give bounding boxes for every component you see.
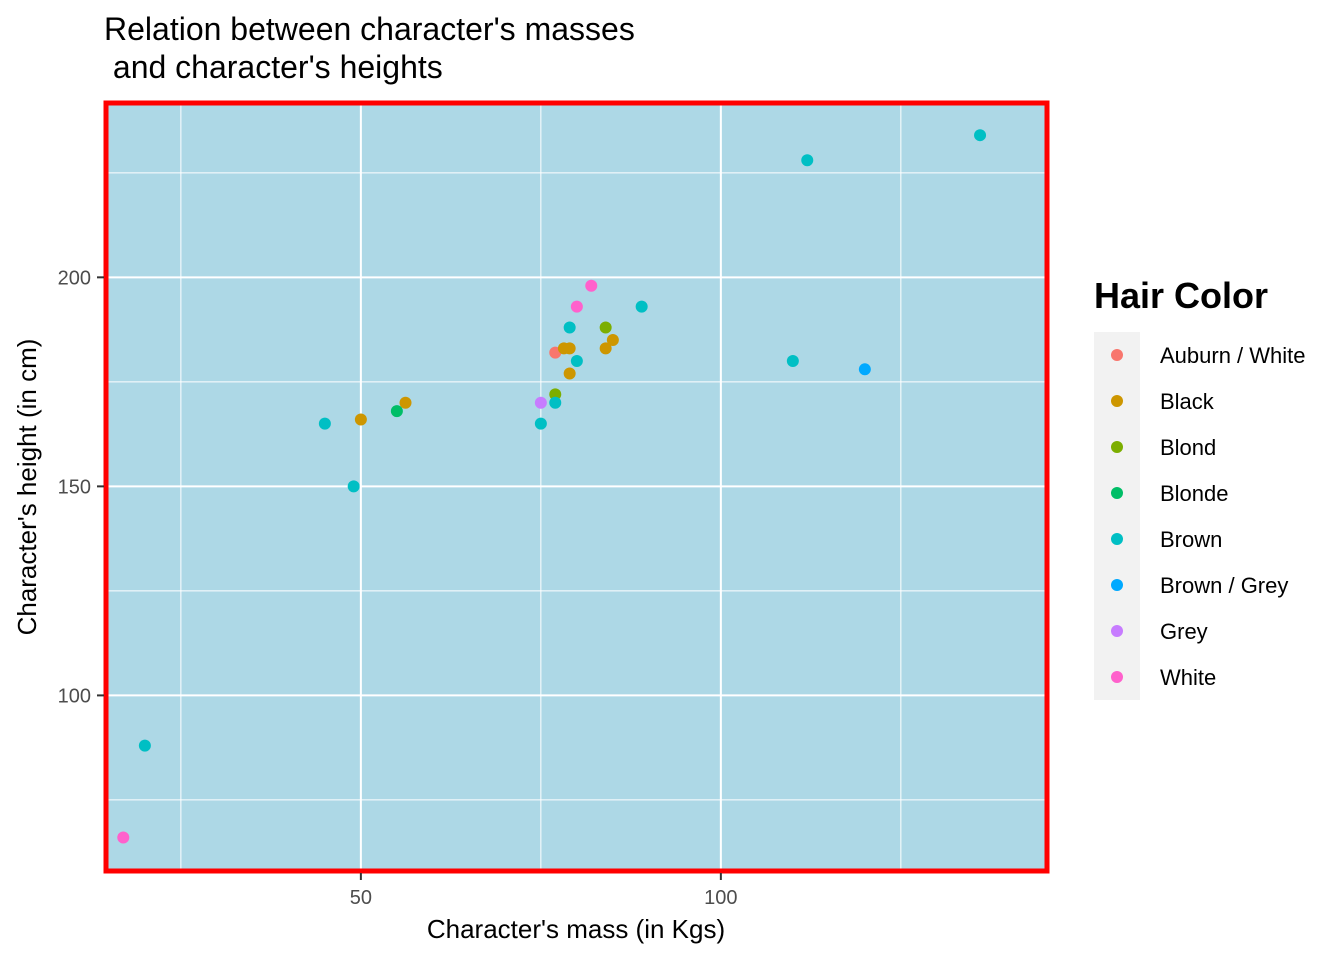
data-point	[534, 396, 547, 409]
data-point	[801, 154, 814, 167]
legend-key	[1111, 349, 1123, 361]
legend-key	[1111, 395, 1123, 407]
data-point	[563, 321, 576, 334]
data-point	[635, 300, 648, 313]
y-tick-label: 100	[58, 685, 91, 707]
data-point	[318, 417, 331, 430]
data-point	[606, 334, 619, 347]
data-point	[563, 367, 576, 380]
legend-label: Blonde	[1160, 481, 1229, 506]
data-point	[858, 363, 871, 376]
data-point	[563, 342, 576, 355]
legend-key	[1111, 625, 1123, 637]
legend-label: Blond	[1160, 435, 1216, 460]
y-tick-label: 150	[58, 476, 91, 498]
plot-panel-border	[103, 100, 1050, 874]
data-point	[354, 413, 367, 426]
data-point	[974, 129, 987, 142]
data-point	[399, 396, 412, 409]
data-point	[599, 321, 612, 334]
x-tick-label: 50	[350, 887, 372, 909]
legend-key	[1111, 579, 1123, 591]
y-tick-label: 200	[58, 267, 91, 289]
data-point	[786, 354, 799, 367]
legend-key	[1111, 487, 1123, 499]
data-point	[570, 300, 583, 313]
legend-label: Brown	[1160, 527, 1222, 552]
legend: Auburn / White Black Blond Blonde Brown Brown…	[1111, 343, 1306, 690]
legend-key	[1111, 533, 1123, 545]
data-point	[585, 279, 598, 292]
y-axis-ticks: 100 150 200	[58, 267, 104, 707]
chart-title-line-1: Relation between character's masses	[104, 11, 635, 47]
x-axis-title: Character's mass (in Kgs)	[427, 914, 725, 944]
data-point	[599, 342, 612, 355]
legend-key-background	[1094, 332, 1140, 700]
data-point	[347, 480, 360, 493]
data-point	[549, 396, 562, 409]
data-point	[570, 354, 583, 367]
data-point	[117, 831, 130, 844]
legend-title: Hair Color	[1094, 275, 1268, 316]
x-axis-ticks: 50 100	[350, 873, 738, 909]
major-gridlines	[106, 103, 1047, 871]
legend-key	[1111, 671, 1123, 683]
x-tick-label: 100	[704, 887, 737, 909]
legend-key	[1111, 441, 1123, 453]
data-point	[138, 739, 151, 752]
legend-label: Brown / Grey	[1160, 573, 1288, 598]
legend-label: White	[1160, 665, 1216, 690]
data-point	[390, 405, 403, 418]
data-points	[117, 129, 987, 844]
y-axis-title: Character's height (in cm)	[12, 339, 42, 636]
data-point	[534, 417, 547, 430]
legend-label: Black	[1160, 389, 1215, 414]
chart-title-line-2: and character's heights	[104, 49, 443, 85]
legend-label: Grey	[1160, 619, 1208, 644]
legend-label: Auburn / White	[1160, 343, 1306, 368]
data-point	[549, 388, 562, 401]
